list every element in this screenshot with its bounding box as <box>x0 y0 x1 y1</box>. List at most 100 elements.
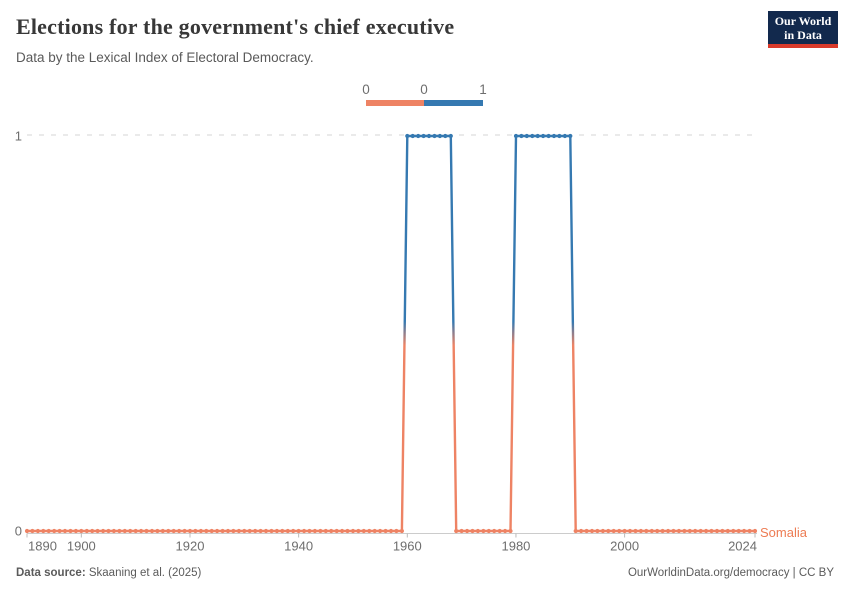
data-point <box>263 528 269 534</box>
data-point <box>160 528 165 534</box>
data-point <box>671 528 676 534</box>
data-point <box>149 528 155 534</box>
data-point <box>579 528 584 534</box>
data-point <box>486 528 491 534</box>
data-point <box>302 528 307 534</box>
data-point <box>46 528 51 534</box>
data-point <box>323 528 328 534</box>
data-point <box>725 528 730 534</box>
x-tick-label: 1980 <box>501 539 530 554</box>
data-point <box>155 528 160 534</box>
x-tick-label: 1900 <box>67 539 96 554</box>
data-point <box>106 528 111 534</box>
data-point <box>627 528 633 534</box>
data-point <box>329 528 334 534</box>
data-point <box>182 528 187 534</box>
data-point <box>503 528 508 534</box>
owid-logo-line2: in Data <box>784 27 822 42</box>
data-point <box>340 528 345 534</box>
data-point <box>236 528 241 534</box>
data-point <box>649 528 654 534</box>
data-point <box>562 133 568 139</box>
license-label: CC BY <box>798 567 834 579</box>
data-point <box>30 528 35 534</box>
data-point <box>399 528 404 534</box>
data-point <box>704 528 709 534</box>
data-point <box>79 528 84 534</box>
data-source-value: Skaaning et al. (2025) <box>85 567 202 579</box>
data-point <box>682 528 687 534</box>
data-point <box>546 133 551 139</box>
data-point <box>166 528 171 534</box>
data-point <box>497 528 502 534</box>
data-point <box>62 528 68 534</box>
data-point <box>747 528 752 534</box>
data-point <box>24 528 30 534</box>
data-point <box>57 528 62 534</box>
data-point <box>274 528 279 534</box>
data-point <box>372 528 377 534</box>
data-point <box>622 528 627 534</box>
data-point <box>41 528 46 534</box>
data-point <box>513 133 519 139</box>
data-point <box>551 133 557 139</box>
data-point <box>139 528 144 534</box>
data-point <box>465 528 470 534</box>
data-point <box>209 528 214 534</box>
data-point <box>383 528 388 534</box>
data-point <box>426 133 432 139</box>
somalia-series-line <box>27 134 755 533</box>
data-point <box>318 528 323 534</box>
series-entity-label: Somalia <box>760 525 807 540</box>
data-point <box>448 133 453 139</box>
data-point <box>220 528 225 534</box>
x-tick-label: 1940 <box>284 539 313 554</box>
data-point <box>432 133 437 139</box>
data-point <box>519 133 524 139</box>
data-point <box>475 528 480 534</box>
data-point <box>655 528 660 534</box>
chart-title: Elections for the government's chief exe… <box>16 14 455 39</box>
data-point <box>247 528 252 534</box>
data-point <box>101 528 106 534</box>
footer-separator: | <box>789 567 799 579</box>
y-tick-label: 1 <box>15 129 22 144</box>
data-point <box>698 528 703 534</box>
data-point <box>242 528 247 534</box>
data-source-label: Data source: <box>16 567 86 579</box>
data-point <box>378 528 383 534</box>
data-point <box>345 528 350 534</box>
data-point <box>122 528 127 534</box>
data-point <box>617 528 622 534</box>
data-point <box>589 528 595 534</box>
data-point <box>508 528 513 534</box>
data-point <box>535 133 540 139</box>
data-point <box>481 528 486 534</box>
data-point <box>253 528 258 534</box>
owid-logo-line1: Our World <box>774 13 832 28</box>
data-point <box>736 528 741 534</box>
owid-logo[interactable]: Our World in Data <box>768 11 838 48</box>
data-point <box>633 528 638 534</box>
data-point <box>676 528 682 534</box>
data-point <box>470 528 475 534</box>
x-tick-label: 2000 <box>610 539 639 554</box>
data-point <box>638 528 644 534</box>
data-point <box>187 528 193 534</box>
data-point <box>52 528 57 534</box>
data-point <box>95 528 100 534</box>
owid-url-link[interactable]: OurWorldinData.org/democracy <box>627 567 790 579</box>
data-point <box>611 528 616 534</box>
data-point <box>709 528 714 534</box>
data-point <box>666 528 671 534</box>
data-point <box>296 528 301 534</box>
data-point <box>285 528 290 534</box>
data-point <box>215 528 220 534</box>
legend-bin-0 <box>366 100 424 106</box>
data-point <box>693 528 698 534</box>
data-point <box>595 528 600 534</box>
data-point <box>177 528 182 534</box>
data-point <box>133 528 138 534</box>
data-point <box>204 528 209 534</box>
